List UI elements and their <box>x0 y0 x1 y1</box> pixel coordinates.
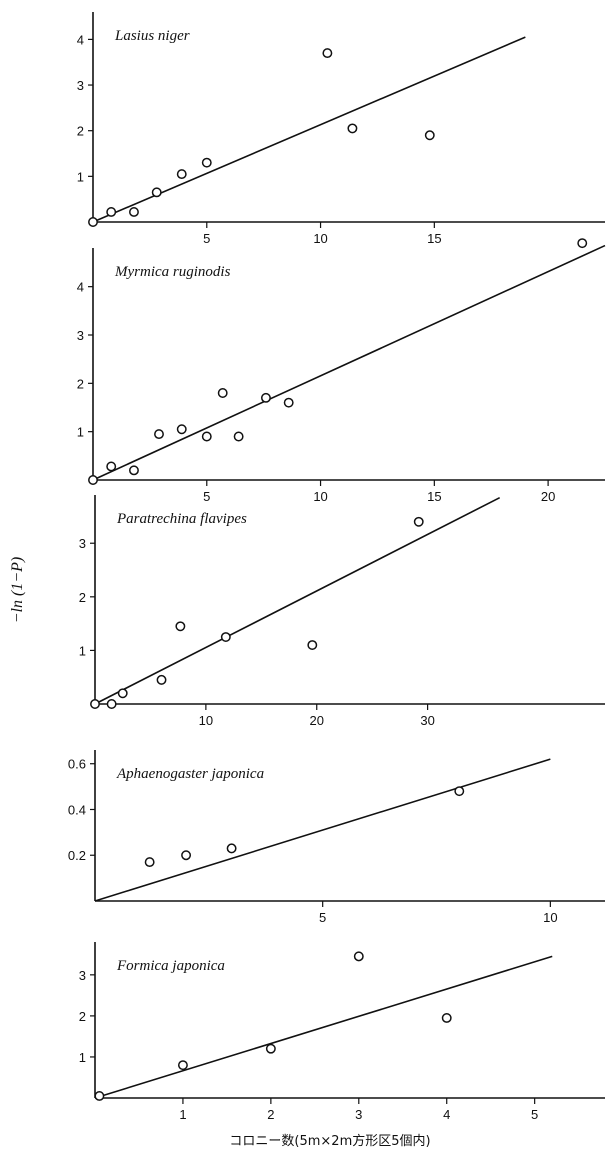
data-point <box>260 392 271 403</box>
x-tick-label: 15 <box>427 231 441 246</box>
panel-3: 1 2 3 10 20 30 Paratrechina flavipes <box>79 495 605 728</box>
data-point <box>353 951 364 962</box>
data-point <box>201 157 212 168</box>
data-point <box>220 632 231 642</box>
data-point <box>347 123 358 134</box>
data-point <box>413 516 424 527</box>
x-tick-label: 5 <box>531 1107 538 1122</box>
x-tick-label: 4 <box>443 1107 450 1122</box>
x-tick-label: 10 <box>199 713 213 728</box>
regression-line <box>94 955 553 1099</box>
data-point <box>106 699 117 709</box>
panel-title: Formica japonica <box>116 958 225 974</box>
data-point <box>177 1060 188 1071</box>
regression-line <box>92 36 526 223</box>
panel-title: Paratrechina flavipes <box>116 511 247 527</box>
y-tick-label: 3 <box>77 78 84 93</box>
data-point <box>176 169 187 180</box>
panel-2: 1 2 3 4 5 10 15 20 Myrmica ruginodis <box>77 238 606 504</box>
data-point <box>94 1090 105 1101</box>
data-point <box>283 397 294 408</box>
y-tick-label: 4 <box>77 32 84 47</box>
x-tick-label: 2 <box>267 1107 274 1122</box>
panel-title: Myrmica ruginodis <box>114 264 231 280</box>
y-tick-label: 1 <box>79 1050 86 1065</box>
data-point <box>322 48 333 59</box>
data-point <box>217 388 228 398</box>
data-point <box>156 674 167 685</box>
data-point <box>151 187 162 198</box>
x-tick-label: 10 <box>313 489 327 504</box>
x-tick-label: 30 <box>420 713 434 728</box>
panel-5: 1 2 3 1 2 3 4 5 Formica japonica <box>79 942 605 1122</box>
data-point <box>181 850 192 861</box>
data-point <box>176 424 187 435</box>
data-point <box>175 621 186 632</box>
panel-4: 0.2 0.4 0.6 5 10 Aphaenogaster japonica <box>68 750 605 925</box>
y-tick-label: 3 <box>77 328 84 343</box>
x-tick-label: 5 <box>203 231 210 246</box>
data-point <box>441 1012 452 1023</box>
y-axis-label: −ln (1−P) <box>9 557 26 623</box>
x-tick-label: 10 <box>313 231 327 246</box>
y-tick-label: 4 <box>77 280 84 295</box>
data-point <box>424 130 435 141</box>
x-tick-label: 20 <box>310 713 324 728</box>
panel-title: Aphaenogaster japonica <box>116 766 264 782</box>
data-point <box>88 475 98 485</box>
x-tick-label: 20 <box>541 489 555 504</box>
data-point <box>88 217 98 227</box>
y-tick-label: 2 <box>79 1009 86 1024</box>
y-tick-label: 1 <box>79 643 86 658</box>
y-tick-label: 0.2 <box>68 848 86 863</box>
panel-title: Lasius niger <box>114 28 190 44</box>
regression-line <box>94 496 501 705</box>
x-tick-label: 5 <box>203 489 210 504</box>
data-point <box>307 640 318 651</box>
data-point <box>106 461 117 472</box>
data-point <box>129 465 139 476</box>
x-tick-label: 15 <box>427 489 441 504</box>
y-tick-label: 3 <box>79 968 86 983</box>
y-tick-label: 0.6 <box>68 757 86 772</box>
data-point <box>154 429 164 440</box>
x-tick-label: 5 <box>319 910 326 925</box>
y-tick-label: 2 <box>79 590 86 605</box>
data-point <box>117 688 128 699</box>
data-point <box>129 207 139 217</box>
regression-line <box>92 244 606 481</box>
y-tick-label: 1 <box>77 425 84 440</box>
y-tick-label: 2 <box>77 376 84 391</box>
x-tick-label: 10 <box>543 910 557 925</box>
x-tick-label: 3 <box>355 1107 362 1122</box>
regression-line <box>94 758 551 902</box>
y-tick-label: 2 <box>77 124 84 139</box>
data-point <box>233 431 244 442</box>
y-tick-label: 0.4 <box>68 802 86 817</box>
data-point <box>144 857 155 868</box>
data-point <box>265 1043 276 1054</box>
data-point <box>454 786 465 797</box>
data-point <box>90 699 100 709</box>
y-tick-label: 1 <box>77 169 84 184</box>
panel-1: 1 2 3 4 5 10 15 Lasius niger <box>77 12 605 246</box>
x-axis-label: コロニー数(5m×2m方形区5個内) <box>229 1133 430 1149</box>
data-point <box>106 207 117 217</box>
data-point <box>226 843 237 854</box>
y-tick-label: 3 <box>79 536 86 551</box>
x-tick-label: 1 <box>179 1107 186 1122</box>
data-point <box>577 238 588 249</box>
data-point <box>201 431 212 442</box>
